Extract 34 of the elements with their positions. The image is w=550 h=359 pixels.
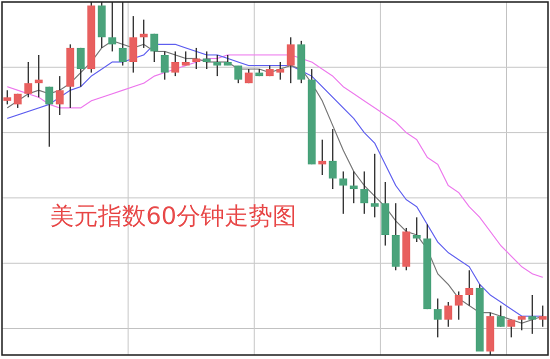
candlestick [328, 128, 337, 190]
candlestick [507, 319, 516, 338]
text: 美元指数60分钟走势图 [50, 201, 297, 232]
candlestick [518, 316, 526, 331]
candlestick [45, 86, 54, 148]
candlestick [528, 294, 536, 334]
candlestick [276, 61, 284, 80]
candlestick [202, 50, 211, 70]
candlestick [412, 216, 421, 243]
candlestick [350, 170, 358, 204]
candlestick [465, 270, 474, 306]
candlestick [318, 139, 326, 176]
candlestick [171, 50, 180, 77]
candlestick [370, 153, 379, 218]
candlestick [286, 36, 295, 84]
candlestick [434, 298, 442, 338]
candlestick [150, 33, 158, 63]
candlestick [140, 19, 148, 48]
candlestick [496, 304, 505, 328]
candlestick [234, 64, 242, 84]
candlestick [360, 170, 368, 214]
candlestick [182, 50, 190, 66]
candlestick [213, 54, 222, 77]
candlestick [76, 47, 85, 88]
candlestick [192, 47, 200, 70]
candlestick [56, 76, 64, 116]
candlestick [34, 54, 43, 98]
candlestick [24, 61, 32, 98]
candlestick [444, 301, 452, 328]
candlestick [454, 290, 463, 320]
candlestick [14, 93, 22, 108]
candlestick [339, 170, 348, 214]
candlestick [160, 50, 169, 80]
candlestick [244, 68, 253, 84]
